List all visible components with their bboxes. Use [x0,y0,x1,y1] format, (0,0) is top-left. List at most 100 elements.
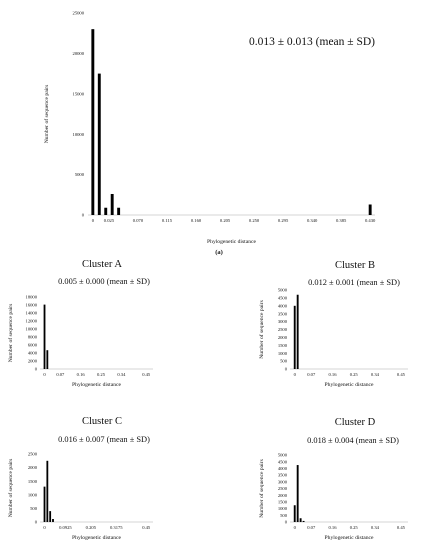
panel-a-bar [97,73,101,215]
cluster-c-x-tick-label: 0.0925 [59,525,72,530]
cluster-c-x-tick-label: 0.45 [142,525,151,530]
cluster-c-bar [46,460,49,522]
cluster-c-x-tick-label: 0.205 [86,525,97,530]
panel-a-bar [110,193,114,215]
panel-a-y-tick-label: 15000 [73,91,85,96]
cluster-b-y-tick-label: 4000 [278,303,288,308]
cluster-b-x-tick-label: 0 [294,372,297,377]
panel-a-x-tick-label: 0.160 [191,218,202,223]
cluster-c-bar [43,486,46,522]
cluster-a-bar [46,350,49,369]
cluster-d-bar [299,518,302,522]
panel-a-x-tick-label: 0.025 [104,218,115,223]
cluster-b-y-tick-label: 4500 [278,296,288,301]
cluster-b-y-tick-label: 500 [280,359,288,364]
cluster-c-chart: 0 500 1000 1500 2000 2500 0 0.0925 0.205 0.3175 0.… [7,452,153,541]
cluster-a-stat-annotation: 0.005 ± 0.000 (mean ± SD) [58,277,150,286]
cluster-b-x-tick-label: 0.45 [397,372,406,377]
cluster-a-y-tick-label: 14000 [26,311,38,316]
cluster-b-x-tick-label: 0.25 [350,372,359,377]
panel-a-x-tick-label: 0.385 [336,218,347,223]
cluster-b-chart: 0 500 1000 1500 2000 2500 3000 3500 4000 4500 5000… [258,288,408,388]
panel-a-x-tick-label: 0.295 [278,218,289,223]
cluster-d-y-axis-title: Number of sequence pairs [258,459,265,518]
cluster-d-y-tick-label: 1000 [278,506,288,511]
cluster-d-x-tick-label: 0 [294,525,297,530]
cluster-a-chart: 0 2000 4000 6000 8000 10000 12000 14000 16000 180… [7,295,153,388]
panel-a-x-tick-label: 0.430 [365,218,376,223]
cluster-b-y-tick-label: 0 [285,367,288,372]
cluster-c-x-tick-label: 0 [43,525,46,530]
cluster-b-y-tick-label: 2500 [278,327,288,332]
panel-a-chart: 0 5000 10000 15000 20000 25000 0 0.025 0.070 0.11… [43,11,376,245]
cluster-a-y-tick-label: 6000 [28,343,38,348]
cluster-c-y-tick-label: 2000 [28,465,38,470]
panel-a-bar [91,29,95,215]
cluster-d-title: Cluster D [335,417,376,428]
cluster-c-bar [52,519,54,522]
cluster-b-title: Cluster B [335,260,375,271]
cluster-d-y-tick-label: 3500 [278,473,288,478]
cluster-b-y-tick-label: 2000 [278,335,288,340]
panel-a-y-tick-label: 25000 [73,11,85,16]
cluster-c-x-tick-label: 0.3175 [110,525,123,530]
cluster-d-y-tick-label: 2500 [278,486,288,491]
cluster-c-bar [49,511,52,522]
cluster-a-y-tick-label: 2000 [28,359,38,364]
cluster-b-x-tick-label: 0.16 [328,372,337,377]
cluster-a-x-tick-label: 0.34 [117,372,126,377]
panel-a-bar [104,207,108,215]
cluster-d-y-tick-label: 4000 [278,466,288,471]
cluster-b-y-tick-label: 5000 [278,288,288,293]
panel-a-x-tick-label: 0.250 [249,218,260,223]
cluster-a-y-tick-label: 16000 [26,303,38,308]
cluster-b-y-axis-title: Number of sequence pairs [258,300,265,359]
panel-a-x-tick-label: 0.070 [133,218,144,223]
cluster-b-bar [296,294,299,369]
cluster-a-y-tick-label: 18000 [26,295,38,300]
cluster-a-title: Cluster A [82,259,122,270]
cluster-a-y-tick-label: 10000 [26,327,38,332]
cluster-d-bar [293,505,296,522]
cluster-d-y-tick-label: 1500 [278,500,288,505]
cluster-b-x-tick-label: 0.34 [371,372,380,377]
cluster-c-y-axis-title: Number of sequence pairs [7,459,14,518]
cluster-c-y-tick-label: 2500 [28,452,38,457]
cluster-d-y-tick-label: 500 [280,513,288,518]
cluster-a-x-tick-label: 0.45 [142,372,151,377]
panel-a-y-tick-label: 20000 [73,51,85,56]
cluster-d-bar [296,465,299,522]
cluster-d-x-tick-label: 0.25 [350,525,359,530]
cluster-d-y-tick-label: 5000 [278,453,288,458]
cluster-d-x-axis-title: Phylogenetic distance [325,535,374,541]
cluster-a-y-tick-label: 12000 [26,319,38,324]
cluster-b-y-tick-label: 1000 [278,351,288,356]
panel-a-x-tick-label: 0.340 [307,218,318,223]
cluster-c-stat-annotation: 0.016 ± 0.007 (mean ± SD) [58,435,150,444]
cluster-c-x-axis-title: Phylogenetic distance [72,535,121,541]
panel-a-bar [117,207,121,215]
cluster-d-y-tick-label: 0 [285,520,288,525]
cluster-a-x-tick-label: 0.16 [77,372,86,377]
cluster-d-chart: 0500100015002000250030003500400045005000… [258,453,408,541]
panel-a-y-axis-title: Number of sequence pairs [43,85,50,144]
cluster-a-y-axis-title: Number of sequence pairs [7,304,14,363]
panel-a-bar [368,204,372,215]
cluster-d-x-tick-label: 0.16 [328,525,337,530]
panel-a-x-tick-label: 0.205 [220,218,231,223]
cluster-b-stat-annotation: 0.012 ± 0.001 (mean ± SD) [308,278,400,287]
cluster-d-x-tick-label: 0.34 [371,525,380,530]
cluster-c-title: Cluster C [82,416,122,427]
cluster-c-y-tick-label: 0 [35,520,38,525]
panel-a-x-axis-title: Phylogenetic distance [207,239,256,245]
cluster-b-x-axis-title: Phylogenetic distance [325,382,374,388]
cluster-d-y-tick-label: 4500 [278,459,288,464]
cluster-a-y-tick-label: 0 [35,367,38,372]
cluster-a-bar [43,304,46,369]
cluster-d-y-tick-label: 3000 [278,479,288,484]
cluster-c-y-tick-label: 1500 [28,479,38,484]
cluster-d-y-tick-label: 2000 [278,493,288,498]
cluster-c-y-tick-label: 500 [30,506,38,511]
cluster-d-x-tick-label: 0.45 [397,525,406,530]
cluster-b-y-tick-label: 3000 [278,319,288,324]
